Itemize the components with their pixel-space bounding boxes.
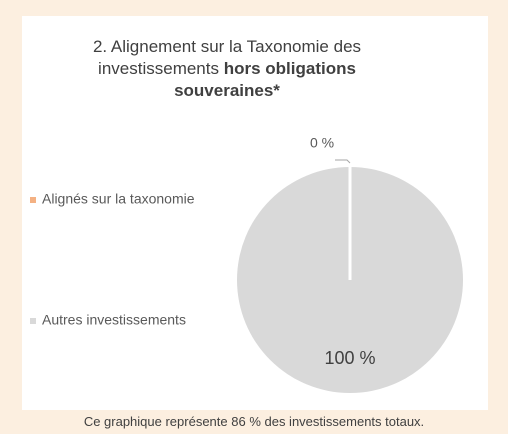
footnote: Ce graphique représente 86 % des investi… — [83, 414, 425, 429]
legend-label: Alignés sur la taxonomie — [42, 191, 195, 207]
leader-line — [335, 159, 351, 164]
title-bold: hors obligations souveraines* — [174, 59, 356, 100]
data-label: 0 % — [310, 135, 334, 151]
legend-label: Autres investissements — [42, 312, 186, 328]
chart-title: 2. Alignement sur la Taxonomie des inves… — [62, 36, 392, 102]
data-label: 100 % — [324, 348, 375, 368]
legend-marker — [30, 197, 36, 203]
title-text: 2. Alignement sur la Taxonomie des inves… — [92, 37, 362, 78]
legend-marker — [30, 318, 36, 324]
